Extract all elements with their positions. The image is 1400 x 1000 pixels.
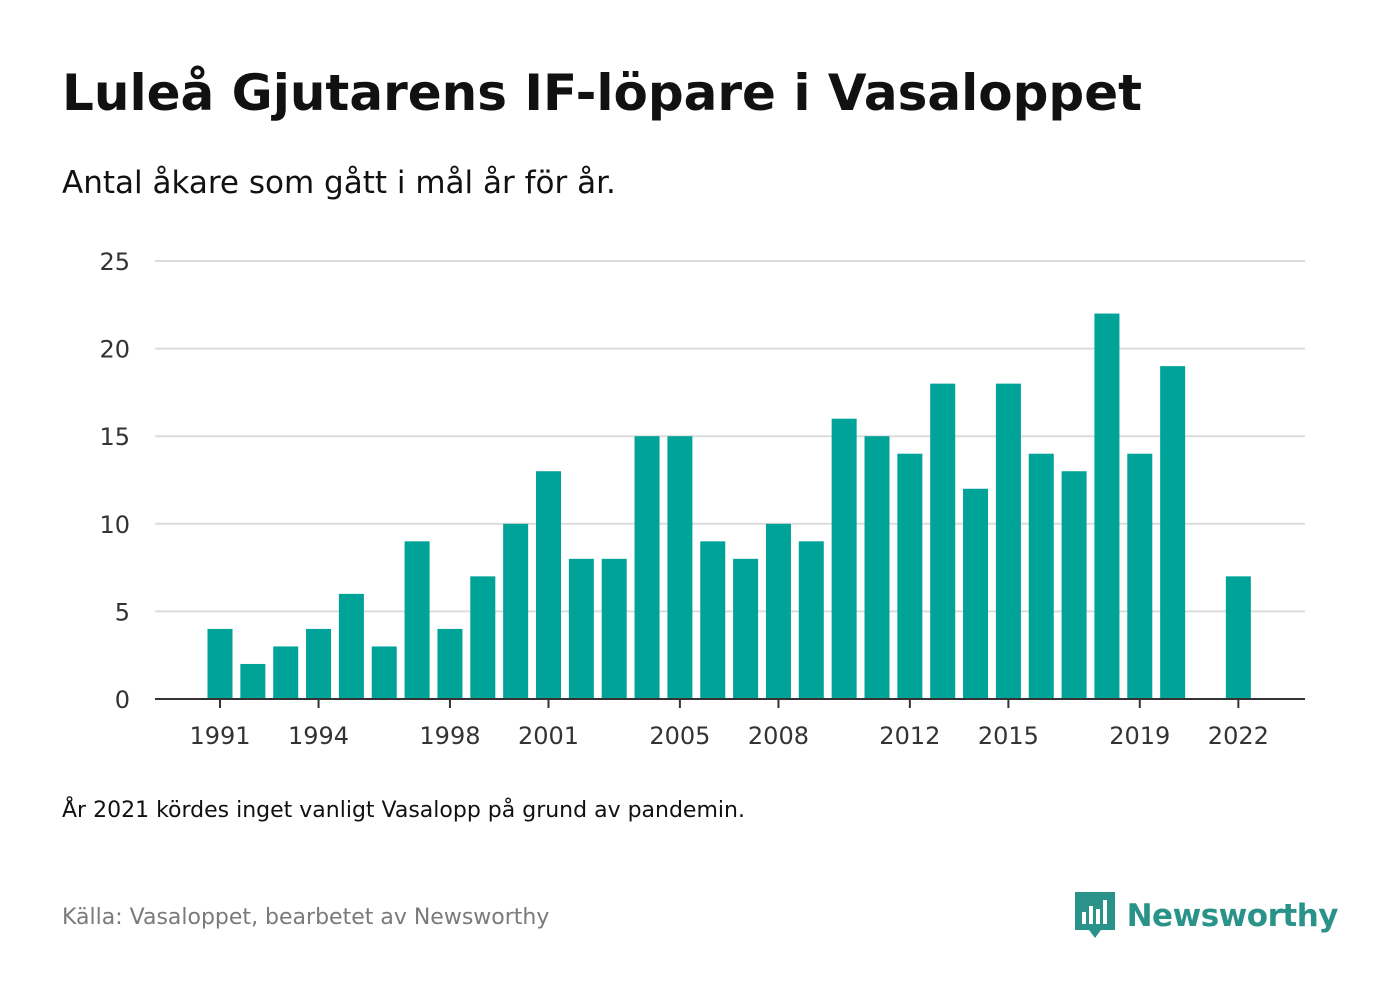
- bar-2004: [634, 436, 660, 699]
- x-axis-ticks: 1991 1994 1998 2001 2005 2008 2012 2015 2019 2022: [189, 699, 1269, 750]
- x-tick-label: 2008: [748, 722, 809, 750]
- bar-1992: [240, 663, 266, 699]
- bar-2013: [930, 383, 956, 699]
- bar-1998: [437, 628, 463, 699]
- y-tick-label: 5: [115, 598, 130, 626]
- y-tick-label: 20: [99, 336, 130, 364]
- bar-1991: [207, 628, 233, 699]
- x-tick-label: 1991: [189, 722, 250, 750]
- bar-2001: [536, 471, 561, 699]
- bar-2002: [568, 558, 594, 699]
- brand-name: Newsworthy: [1126, 898, 1339, 934]
- bar-2007: [733, 558, 759, 699]
- bar-2018: [1094, 313, 1120, 699]
- bar-2014: [963, 488, 989, 699]
- y-axis-labels: 0 5 10 15 20 25: [99, 248, 130, 714]
- x-tick-label: 2005: [649, 722, 710, 750]
- bar-2015: [995, 383, 1021, 699]
- bar-1996: [371, 646, 397, 699]
- bar-2000: [503, 523, 529, 699]
- x-tick-label: 1994: [288, 722, 349, 750]
- x-tick-label: 2012: [879, 722, 940, 750]
- bars: [207, 313, 1251, 699]
- bar-1995: [338, 593, 364, 699]
- bar-2019: [1127, 453, 1153, 699]
- bar-chart: 0 5 10 15 20 25 1991 1994 1998 2001 2005 2008 2012 2…: [99, 248, 1305, 750]
- bar-2009: [798, 541, 824, 699]
- x-tick-label: 2015: [978, 722, 1039, 750]
- bar-1999: [470, 576, 496, 699]
- bar-2006: [700, 541, 726, 699]
- x-tick-label: 2001: [518, 722, 579, 750]
- bar-2017: [1061, 471, 1087, 699]
- bar-2012: [897, 453, 923, 699]
- x-tick-label: 1998: [419, 722, 480, 750]
- y-tick-label: 0: [115, 686, 130, 714]
- bar-1997: [404, 541, 430, 699]
- bar-1994: [306, 628, 332, 699]
- brand-logo[interactable]: Newsworthy: [1074, 892, 1339, 940]
- y-tick-label: 15: [99, 423, 130, 451]
- bar-2022: [1225, 576, 1251, 699]
- x-tick-label: 2022: [1208, 722, 1269, 750]
- chart-title: Luleå Gjutarens IF-löpare i Vasaloppet: [62, 64, 1143, 122]
- bar-1993: [273, 646, 299, 699]
- source-credit: Källa: Vasaloppet, bearbetet av Newswort…: [62, 905, 550, 930]
- bar-2016: [1028, 453, 1054, 699]
- newsworthy-logo-icon: [1074, 892, 1115, 938]
- footnote: År 2021 kördes inget vanligt Vasalopp på…: [62, 798, 745, 823]
- y-tick-label: 10: [99, 511, 130, 539]
- chart-subtitle: Antal åkare som gått i mål år för år.: [62, 165, 616, 201]
- y-tick-label: 25: [99, 248, 130, 276]
- x-tick-label: 2019: [1109, 722, 1170, 750]
- bar-2011: [864, 436, 890, 699]
- bar-2003: [601, 558, 627, 699]
- bar-2010: [831, 418, 857, 699]
- bar-2020: [1160, 366, 1186, 699]
- bar-2008: [765, 523, 791, 699]
- bar-2005: [667, 436, 693, 699]
